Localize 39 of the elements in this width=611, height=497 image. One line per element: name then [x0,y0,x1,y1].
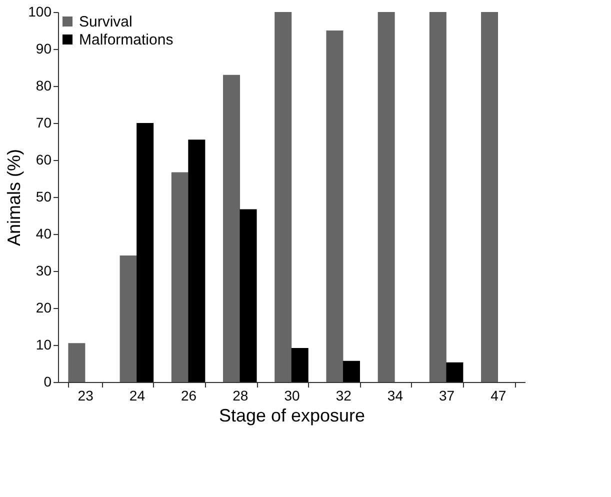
y-axis-title: Animals (%) [4,148,24,246]
legend-label: Malformations [79,32,174,48]
x-tick-label: 32 [336,388,352,404]
x-tick-label: 37 [439,388,455,404]
bar [446,362,464,382]
bar [291,348,308,382]
bar [481,12,498,382]
bar [240,209,257,382]
x-tick-label: 47 [490,388,506,404]
bar [378,12,395,382]
y-tick-label: 20 [36,300,52,316]
x-tick-label: 24 [129,388,146,404]
bar [120,255,137,382]
bar [326,30,344,382]
bar [223,74,240,382]
x-tick-label: 34 [387,388,404,404]
x-tick-label: 23 [78,388,94,404]
x-tick-label: 26 [181,388,197,404]
bar [274,12,292,382]
y-tick-label: 10 [36,336,52,352]
y-tick-label: 70 [36,114,52,130]
bar [188,140,206,382]
y-tick-label: 90 [36,40,52,56]
bar [171,172,188,382]
bar [136,123,154,382]
y-tick-label: 100 [28,4,52,20]
x-tick-label: 28 [232,388,248,404]
x-axis-title: Stage of exposure [218,406,366,426]
y-tick-label: 0 [44,374,52,390]
bar [68,343,86,382]
y-tick-label: 80 [36,78,52,94]
x-tick-label: 30 [284,388,300,404]
y-tick-label: 40 [36,226,52,242]
y-tick-label: 30 [36,262,52,278]
bar [429,12,446,382]
y-tick-label: 60 [36,152,52,168]
bar [342,360,360,382]
y-tick-label: 50 [36,188,52,204]
legend-label: Survival [79,14,132,30]
